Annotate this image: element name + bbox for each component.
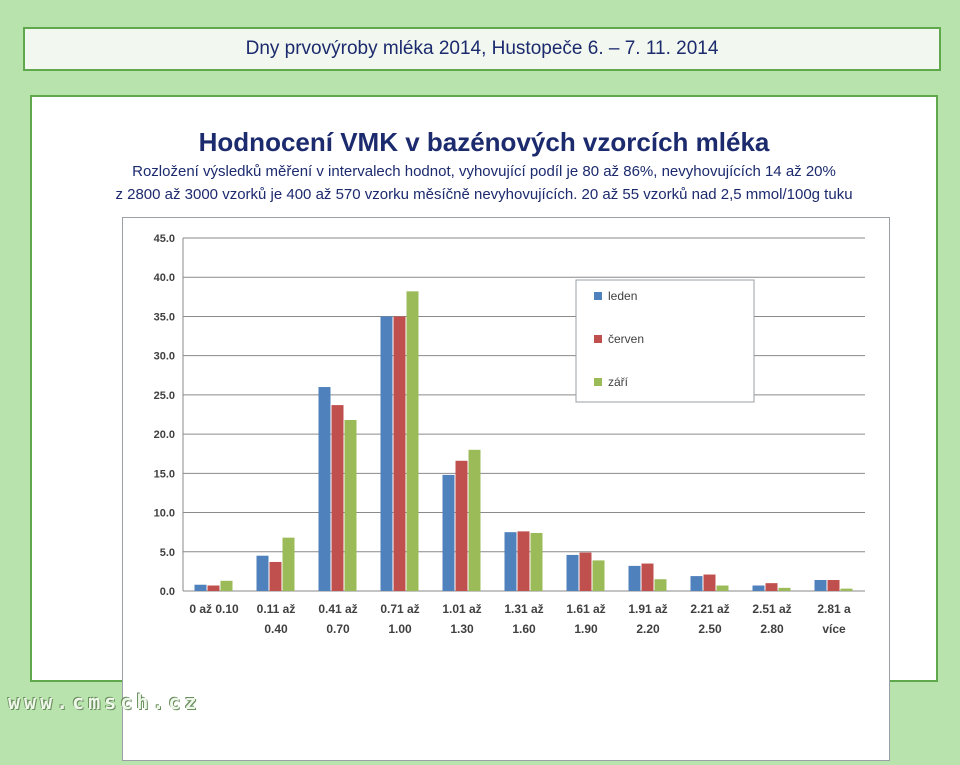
footer-url[interactable]: www.cmsch.cz	[8, 690, 201, 714]
x-tick-label: 2.50	[698, 622, 722, 636]
header-title: Dny prvovýroby mléka 2014, Hustopeče 6. …	[245, 38, 719, 59]
x-tick-label: 2.20	[636, 622, 660, 636]
bar-leden	[380, 316, 393, 591]
bar-leden	[318, 387, 331, 591]
bar-z	[592, 560, 605, 591]
y-tick-label: 5.0	[160, 547, 175, 559]
bar-erven	[703, 574, 716, 591]
x-tick-label: 2.51 až	[752, 602, 791, 616]
legend-swatch-z	[594, 378, 602, 386]
bar-z	[530, 532, 543, 591]
description-line-2: z 2800 až 3000 vzorků je 400 až 570 vzor…	[115, 186, 853, 203]
bar-z	[778, 587, 791, 591]
bar-leden	[566, 554, 579, 591]
bar-erven	[765, 583, 778, 591]
bar-leden	[442, 474, 455, 591]
bar-z	[344, 419, 357, 591]
x-tick-label: 2.80	[760, 622, 784, 636]
bar-erven	[517, 531, 530, 591]
x-tick-label: 1.90	[574, 622, 598, 636]
x-tick-label: 2.81 a	[817, 602, 851, 616]
bar-leden	[814, 580, 827, 591]
x-tick-label: 1.31 až	[504, 602, 543, 616]
bar-z	[654, 579, 667, 591]
bar-erven	[331, 405, 344, 591]
main-panel: Hodnocení VMK v bazénových vzorcích mlék…	[30, 95, 938, 761]
x-tick-label: 1.91 až	[628, 602, 667, 616]
legend-label: září	[608, 375, 629, 389]
bar-z	[840, 588, 853, 591]
legend-box	[575, 279, 755, 403]
bar-erven	[269, 561, 282, 591]
main-title: Hodnocení VMK v bazénových vzorcích mlék…	[198, 127, 770, 157]
bar-erven	[393, 316, 406, 591]
legend-label: leden	[608, 289, 637, 303]
x-tick-label: 1.61 až	[566, 602, 605, 616]
x-tick-label: 2.21 až	[690, 602, 729, 616]
header-box: Dny prvovýroby mléka 2014, Hustopeče 6. …	[23, 27, 941, 71]
legend-label: červen	[608, 332, 644, 346]
y-tick-label: 15.0	[154, 468, 175, 480]
y-tick-label: 45.0	[154, 233, 175, 245]
bar-z	[468, 449, 481, 591]
y-tick-label: 0.0	[160, 586, 175, 598]
x-tick-label: 1.01 až	[442, 602, 481, 616]
bar-leden	[690, 576, 703, 591]
y-tick-label: 10.0	[154, 508, 175, 520]
legend-swatch-erven	[594, 335, 602, 343]
x-tick-label: 1.00	[388, 622, 412, 636]
bar-erven	[455, 460, 468, 591]
y-tick-label: 25.0	[154, 390, 175, 402]
bar-z	[406, 291, 419, 591]
x-tick-label: 0.41 až	[318, 602, 357, 616]
legend-swatch-leden	[594, 292, 602, 300]
x-tick-label: 1.60	[512, 622, 536, 636]
y-tick-label: 35.0	[154, 311, 175, 323]
bar-erven	[579, 552, 592, 591]
bar-leden	[194, 584, 207, 591]
bar-leden	[504, 532, 517, 591]
chart-frame: 0.0 5.0 10.0 15.0 20.0 25.0 30.0 35.0 40.0 45.0 0 …	[122, 217, 890, 761]
bar-erven	[207, 585, 220, 591]
bar-z	[716, 585, 729, 591]
x-tick-label: 0.70	[326, 622, 350, 636]
x-tick-label: 0.40	[264, 622, 288, 636]
bar-chart: 0.0 5.0 10.0 15.0 20.0 25.0 30.0 35.0 40.0 45.0 0 …	[154, 233, 865, 636]
y-tick-label: 30.0	[154, 351, 175, 363]
bar-leden	[256, 555, 269, 591]
bar-z	[220, 580, 233, 591]
bar-leden	[752, 585, 765, 591]
x-tick-label: 1.30	[450, 622, 474, 636]
bar-erven	[641, 563, 654, 591]
x-tick-label: 0.71 až	[380, 602, 419, 616]
bar-z	[282, 537, 295, 591]
bar-erven	[827, 580, 840, 591]
x-tick-label: 0 až 0.10	[189, 602, 239, 616]
x-tick-label: více	[822, 622, 846, 636]
y-tick-label: 40.0	[154, 272, 175, 284]
x-tick-label: 0.11 až	[257, 602, 296, 616]
bar-leden	[628, 565, 641, 591]
y-tick-label: 20.0	[154, 429, 175, 441]
description-line-1: Rozložení výsledků měření v intervalech …	[132, 163, 836, 180]
